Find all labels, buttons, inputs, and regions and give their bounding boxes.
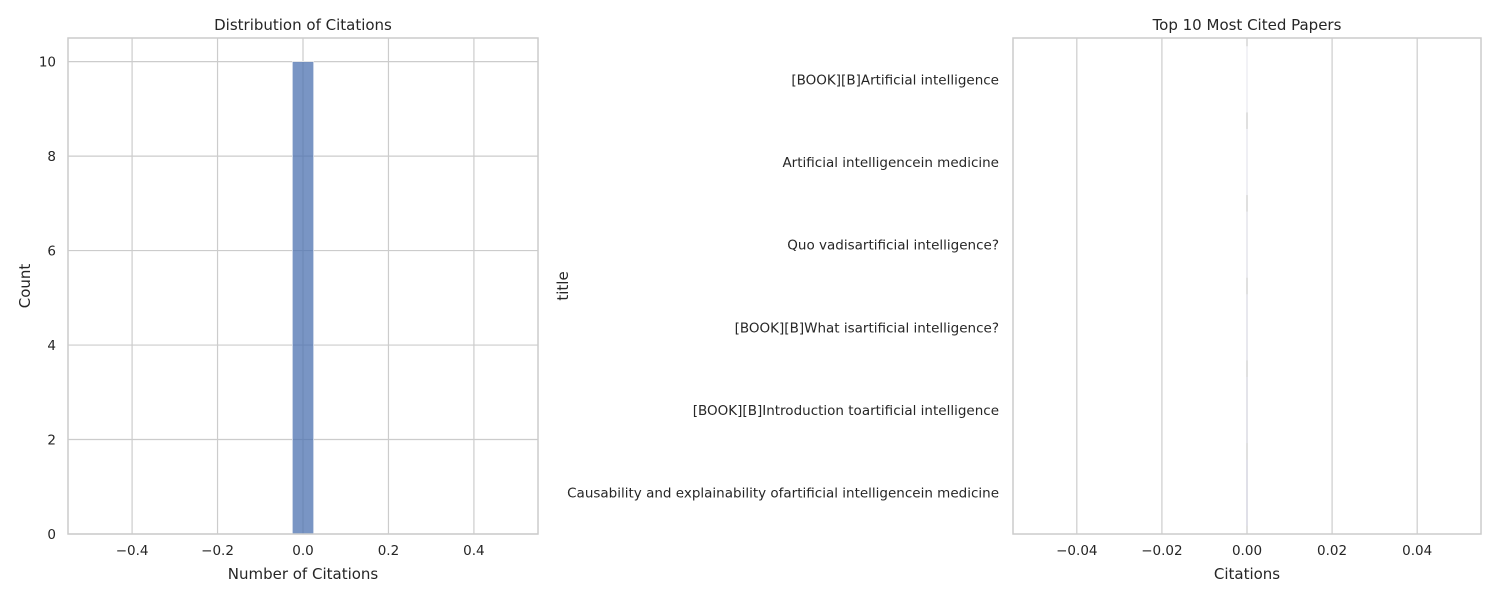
- histogram-x-tick-label: −0.4: [116, 543, 149, 559]
- top-papers-bar: [1246, 376, 1248, 444]
- top-papers-bar: [1246, 294, 1248, 361]
- top-papers-x-ticks: −0.04 −0.02 0.00 0.02 0.04: [1056, 543, 1432, 559]
- histogram-x-ticks: −0.4 −0.2 0.0 0.2 0.4: [116, 543, 485, 559]
- top-papers-category-label: Quo vadisartificial intelligence?: [787, 238, 999, 254]
- top-papers-x-tick-label: 0.00: [1232, 543, 1262, 559]
- histogram-bar: [292, 61, 314, 535]
- histogram-x-axis-label: Number of Citations: [228, 565, 379, 583]
- histogram-y-tick-label: 4: [47, 338, 56, 354]
- top-papers-category-label: Artificial intelligencein medicine: [782, 155, 999, 171]
- histogram-x-tick-label: 0.0: [292, 543, 313, 559]
- top-papers-bar: [1246, 459, 1248, 526]
- top-papers-title: Top 10 Most Cited Papers: [1152, 16, 1342, 34]
- top-papers-x-tick-label: 0.04: [1402, 543, 1432, 559]
- histogram-panel: Distribution of Citations −0.4 −0.2 0.0 0.2…: [16, 16, 539, 583]
- histogram-y-tick-label: 6: [47, 244, 56, 260]
- top-papers-bar: [1246, 46, 1248, 113]
- top-papers-grid: [1076, 38, 1418, 534]
- histogram-y-tick-label: 10: [39, 55, 56, 71]
- histogram-bars: [292, 61, 314, 535]
- histogram-x-tick-label: −0.2: [201, 543, 234, 559]
- top-papers-category-label: [BOOK][B]Introduction toartificial intel…: [693, 403, 999, 419]
- histogram-frame: [67, 37, 539, 535]
- histogram-y-tick-label: 0: [47, 527, 56, 543]
- top-papers-bar: [1246, 211, 1248, 278]
- top-papers-y-axis-label: title: [554, 271, 572, 300]
- histogram-y-ticks: 0 2 4 6 8 10: [39, 55, 56, 543]
- histogram-y-tick-label: 8: [47, 149, 56, 165]
- top-papers-category-label: [BOOK][B]Artificial intelligence: [791, 72, 999, 88]
- top-papers-category-labels: [BOOK][B]Artificial intelligence Artifici…: [567, 72, 999, 501]
- top-papers-frame: [1012, 37, 1482, 535]
- top-papers-x-axis-label: Citations: [1214, 565, 1280, 583]
- top-papers-panel: Top 10 Most Cited Papers −0.04 −0.02 0.00 0…: [554, 16, 1482, 583]
- top-papers-x-tick-label: 0.02: [1317, 543, 1347, 559]
- top-papers-x-tick-label: −0.02: [1141, 543, 1182, 559]
- top-papers-bars: [1246, 46, 1248, 526]
- histogram-y-tick-label: 2: [47, 433, 56, 449]
- top-papers-bar: [1246, 128, 1248, 196]
- top-papers-category-label: [BOOK][B]What isartificial intelligence?: [735, 320, 999, 336]
- histogram-x-tick-label: 0.2: [378, 543, 399, 559]
- top-papers-category-label: Causability and explainability ofartific…: [567, 486, 999, 502]
- histogram-title: Distribution of Citations: [214, 16, 392, 34]
- histogram-x-tick-label: 0.4: [463, 543, 484, 559]
- top-papers-x-tick-label: −0.04: [1056, 543, 1097, 559]
- histogram-y-axis-label: Count: [16, 264, 34, 309]
